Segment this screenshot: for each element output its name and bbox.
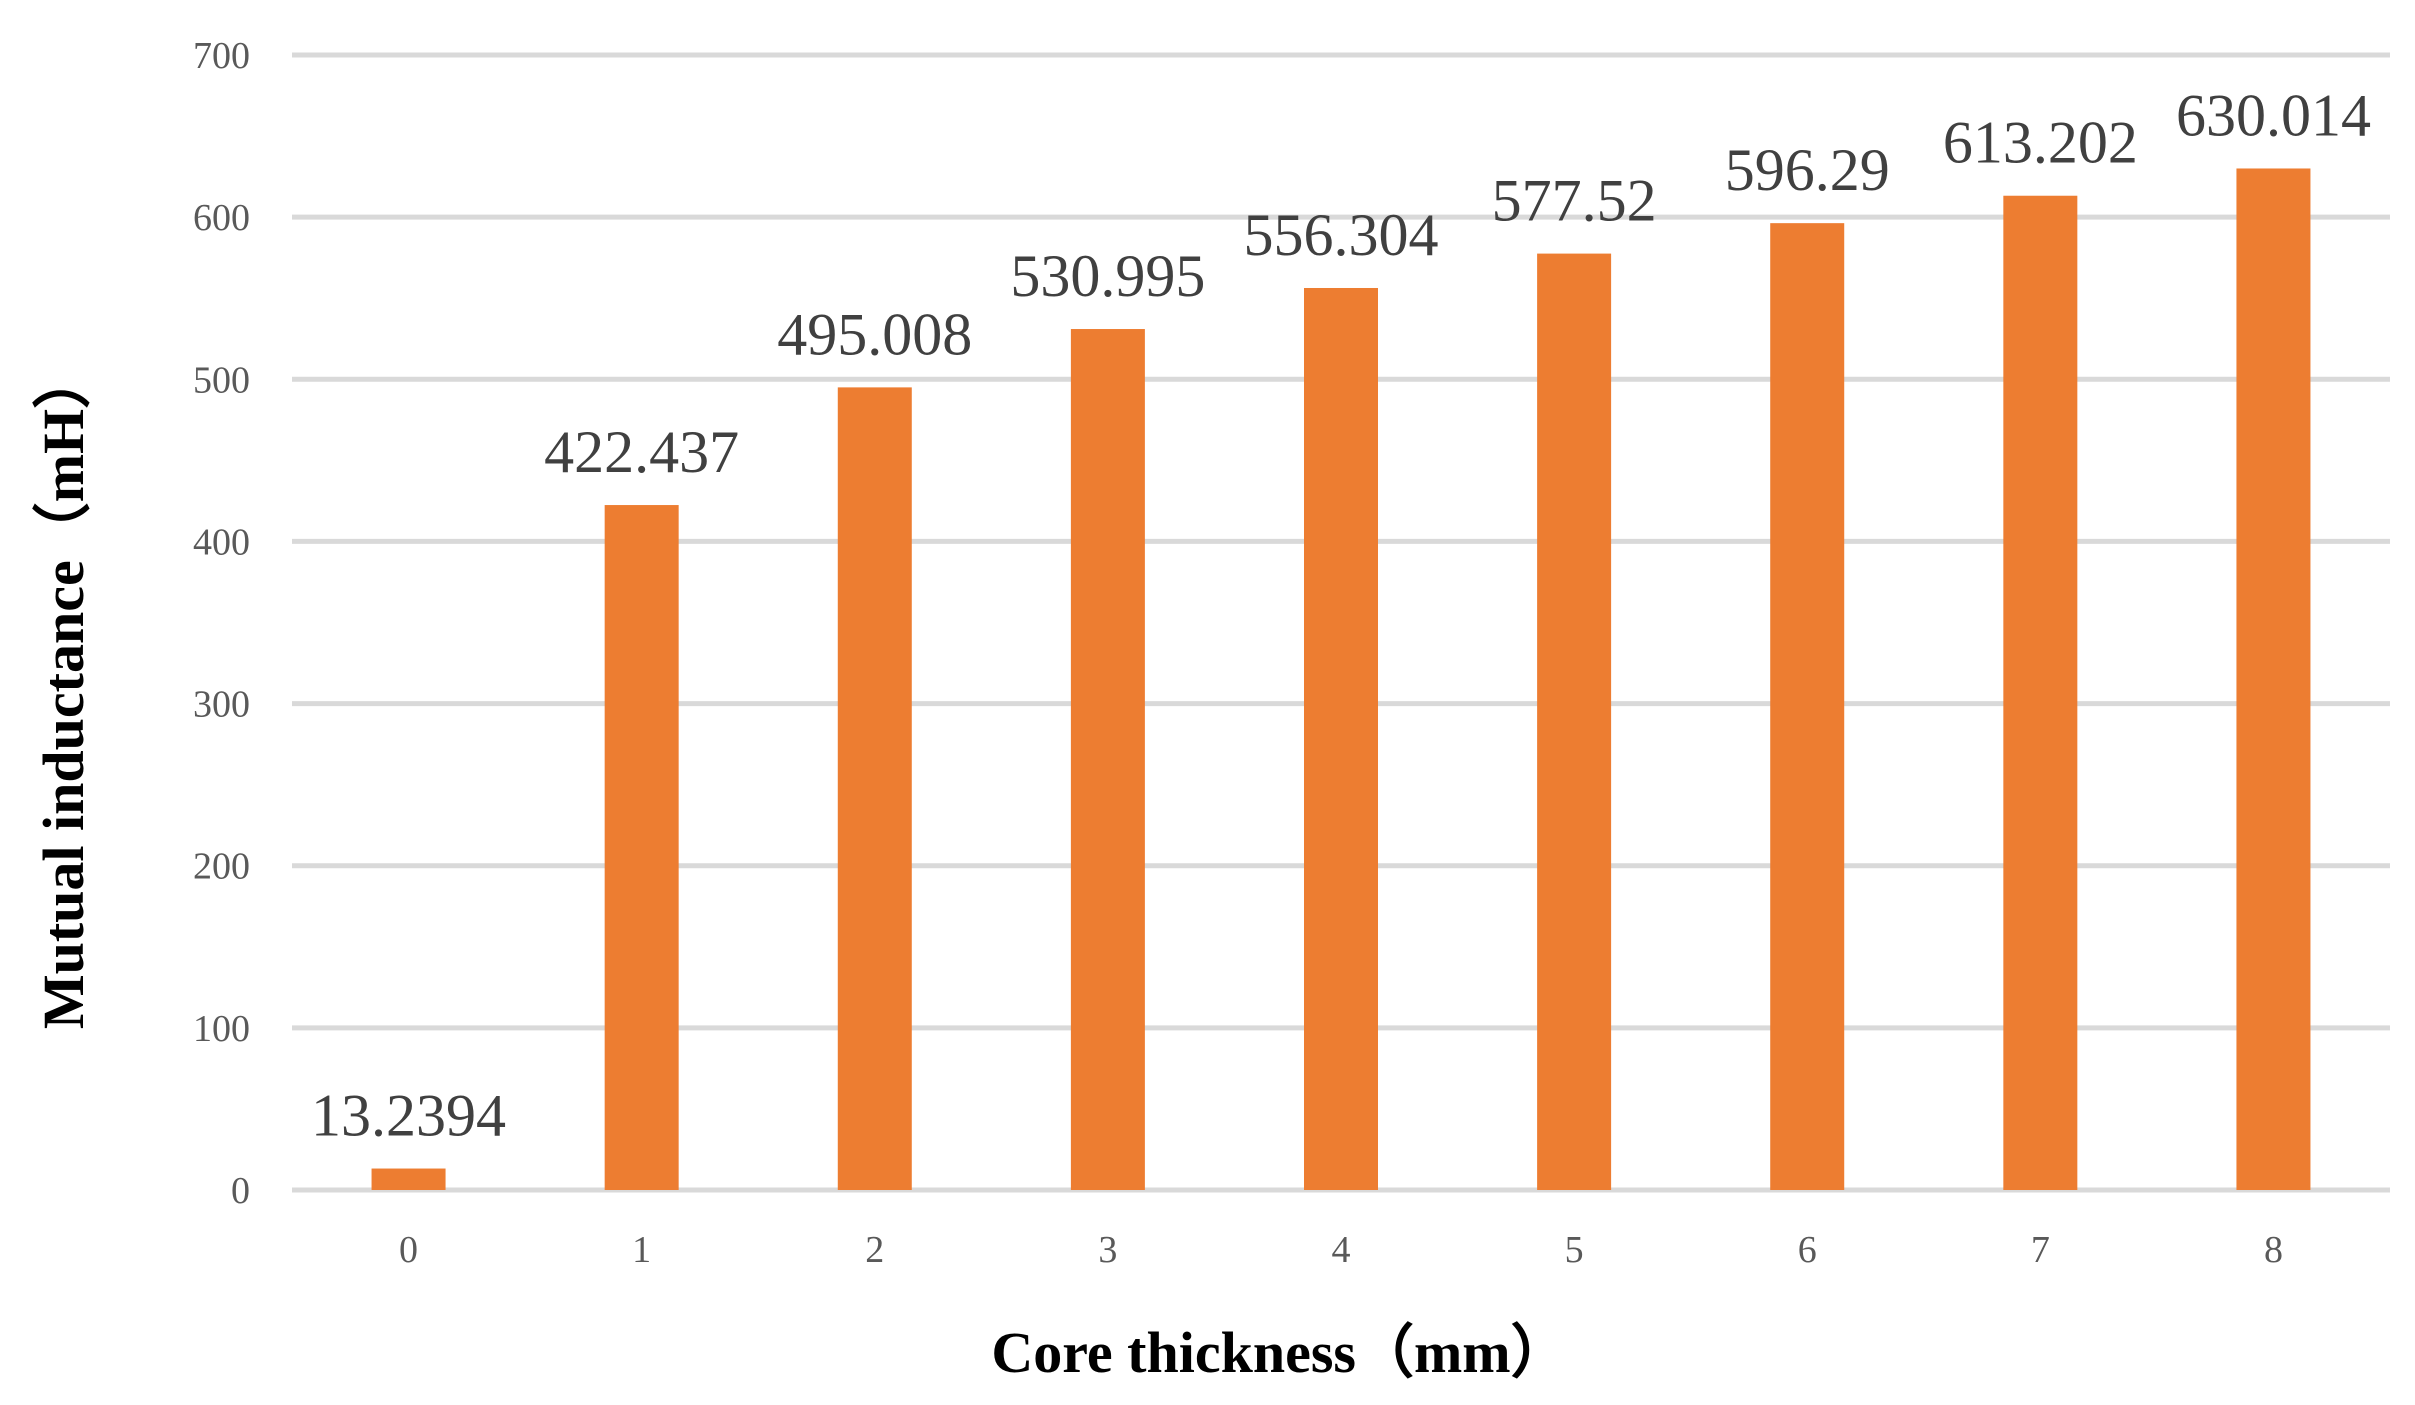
x-tick-label: 5 [1565,1229,1584,1271]
y-tick-label: 700 [193,35,250,77]
bar [1537,253,1612,1190]
x-tick-label: 7 [2031,1229,2050,1271]
bar [1070,329,1145,1190]
data-label: 630.014 [2176,82,2371,148]
y-axis-ticks: 0 100 200 300 400 500 600 700 [193,35,250,1212]
x-tick-label: 4 [1332,1229,1351,1271]
x-tick-label: 3 [1098,1229,1117,1271]
bar [371,1168,446,1190]
bars [371,168,2311,1191]
x-axis-ticks: 0 1 2 3 4 5 6 7 8 [399,1229,2283,1271]
bar [1770,223,1845,1191]
x-tick-label: 1 [632,1229,651,1271]
data-label: 577.52 [1492,168,1657,234]
data-label: 13.2394 [311,1083,506,1149]
bar [1304,287,1378,1190]
y-tick-label: 600 [193,197,250,239]
y-tick-label: 100 [193,1008,250,1050]
data-label: 422.437 [544,419,739,485]
bar [604,505,679,1190]
data-label: 495.008 [777,301,972,367]
data-label: 556.304 [1244,202,1439,268]
data-labels: 13.2394 422.437 495.008 530.995 556.304 577.5… [311,82,2371,1148]
y-tick-label: 500 [193,359,250,401]
y-tick-label: 300 [193,684,250,726]
y-tick-label: 0 [231,1170,250,1212]
data-label: 613.202 [1943,110,2138,176]
x-axis-title: Core thickness（mm） [991,1320,1568,1385]
y-axis-title: Mutual inductance（mH） [31,351,96,1029]
x-tick-label: 2 [865,1229,884,1271]
bar [2236,168,2311,1190]
data-label: 530.995 [1010,243,1205,309]
bar [2003,195,2078,1190]
bar [837,387,912,1190]
data-label: 596.29 [1725,137,1890,203]
x-tick-label: 8 [2264,1229,2283,1271]
y-tick-label: 400 [193,521,250,563]
x-tick-label: 6 [1798,1229,1817,1271]
x-tick-label: 0 [399,1229,418,1271]
y-tick-label: 200 [193,846,250,888]
